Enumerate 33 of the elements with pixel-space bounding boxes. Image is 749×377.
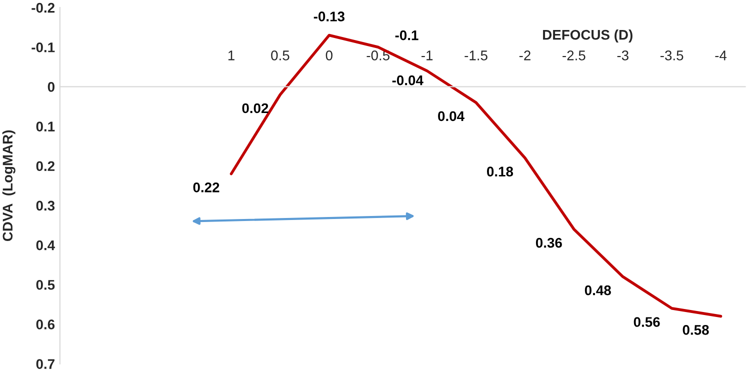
data-label: 0.58 — [682, 325, 709, 335]
y-tick-label: 0 — [48, 82, 54, 92]
data-label: 0.18 — [487, 166, 514, 176]
y-tick-label: 0.3 — [36, 200, 55, 211]
x-tick-label: 0 — [326, 50, 332, 60]
y-axis-title: CDVA (LogMAR) — [2, 130, 16, 242]
data-label: 0.36 — [536, 238, 562, 248]
x-tick-label: -1 — [422, 50, 433, 60]
x-tick-label: -2 — [519, 50, 530, 60]
y-tick-label: 0.2 — [36, 161, 55, 172]
y-tick-label: -0.1 — [32, 42, 55, 52]
data-label: -0.1 — [395, 30, 418, 40]
y-tick-label: 0.6 — [36, 320, 55, 330]
data-label: 0.02 — [242, 103, 268, 114]
data-label: 0.56 — [634, 317, 660, 327]
x-tick-label: -2.5 — [562, 50, 586, 60]
data-label: 0.48 — [584, 285, 611, 296]
x-tick-label: 1 — [228, 50, 234, 60]
x-axis-title: DEFOCUS (D) — [543, 30, 632, 42]
y-tick-label: 0.5 — [36, 280, 55, 290]
y-tick-label: 0.4 — [36, 240, 55, 250]
y-tick-label: 0.1 — [36, 122, 55, 132]
y-tick-label: 0.7 — [36, 359, 54, 369]
x-tick-label: 0.5 — [271, 50, 290, 60]
x-tick-label: -1.5 — [464, 50, 488, 60]
data-label: 0.22 — [193, 182, 220, 192]
data-label: -0.04 — [392, 75, 424, 86]
y-tick-label: -0.2 — [32, 2, 55, 13]
x-tick-label: -3 — [617, 50, 628, 60]
data-label: 0.04 — [438, 111, 464, 122]
x-tick-label: -3.5 — [660, 50, 684, 60]
data-label: -0.13 — [314, 12, 344, 22]
x-tick-label: -4 — [715, 50, 727, 60]
